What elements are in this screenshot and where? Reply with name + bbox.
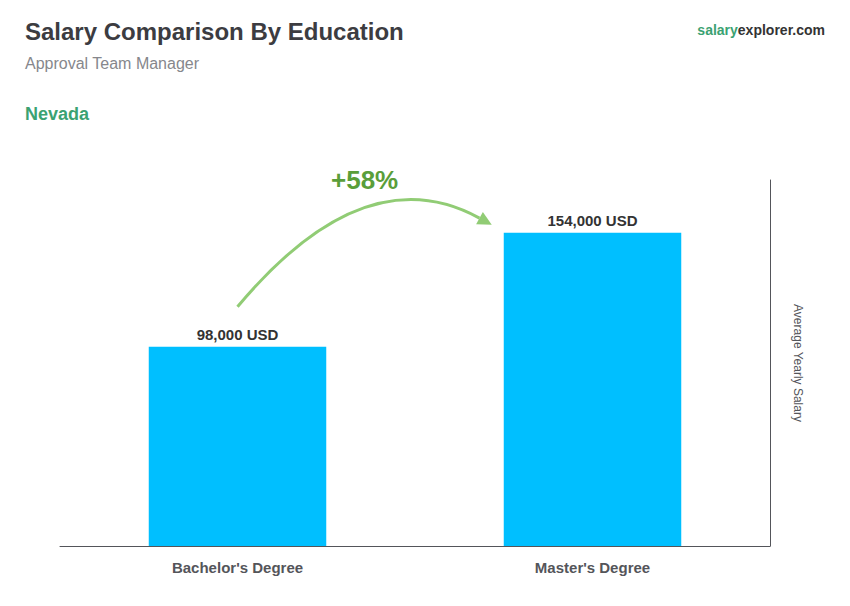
svg-text:Salary Comparison By Education: Salary Comparison By Education	[25, 18, 404, 45]
svg-text:98,000 USD: 98,000 USD	[197, 326, 279, 343]
svg-text:Master's Degree: Master's Degree	[535, 559, 650, 576]
svg-text:+58%: +58%	[331, 165, 398, 195]
svg-text:Approval Team Manager: Approval Team Manager	[25, 55, 200, 72]
svg-text:Average Yearly Salary: Average Yearly Salary	[791, 304, 805, 422]
svg-text:154,000 USD: 154,000 USD	[547, 212, 637, 229]
svg-text:explorer.com: explorer.com	[738, 22, 825, 38]
svg-text:Nevada: Nevada	[25, 104, 90, 124]
svg-text:salary: salary	[697, 22, 738, 38]
svg-text:Bachelor's Degree: Bachelor's Degree	[172, 559, 303, 576]
